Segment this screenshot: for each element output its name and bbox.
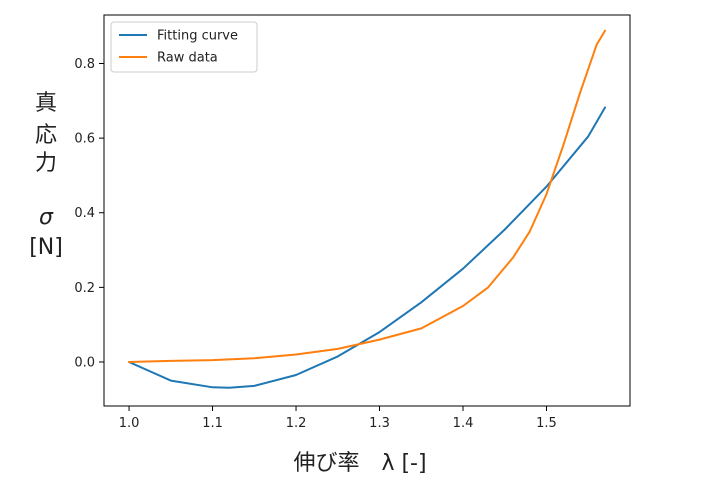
- y-tick-label: 0.4: [74, 206, 95, 221]
- y-axis-label: 真応力 σ [N]: [29, 91, 63, 260]
- y-axis-label-line: 力: [35, 151, 57, 176]
- y-axis: 0.0 0.2 0.4 0.6 0.8: [74, 57, 104, 370]
- x-axis-label: 伸び率 λ [-]: [293, 451, 426, 476]
- x-tick-label: 1.1: [202, 416, 223, 431]
- x-tick-label: 1.3: [369, 416, 390, 431]
- legend-label: Fitting curve: [157, 29, 238, 44]
- y-axis-label-line: 真: [35, 91, 57, 116]
- y-tick-label: 0.0: [74, 355, 95, 370]
- x-tick-label: 1.5: [536, 416, 557, 431]
- legend-label: Raw data: [157, 51, 218, 66]
- axes-frame: [103, 14, 631, 407]
- y-tick-label: 0.8: [74, 57, 95, 72]
- y-axis-label-line: [N]: [29, 235, 63, 260]
- x-axis: 1.0 1.1 1.2 1.3 1.4 1.5: [119, 406, 557, 431]
- y-axis-label-line: 応: [35, 123, 57, 148]
- y-axis-label-line: σ: [39, 205, 54, 230]
- series-line-raw-data: [128, 29, 606, 363]
- x-tick-label: 1.0: [119, 416, 140, 431]
- y-tick-label: 0.2: [74, 281, 95, 296]
- x-tick-label: 1.4: [453, 416, 474, 431]
- legend-box: [110, 21, 258, 73]
- x-tick-label: 1.2: [286, 416, 307, 431]
- y-tick-label: 0.6: [74, 132, 95, 147]
- series-layer: [128, 29, 606, 389]
- legend: Fitting curve Raw data: [110, 21, 258, 73]
